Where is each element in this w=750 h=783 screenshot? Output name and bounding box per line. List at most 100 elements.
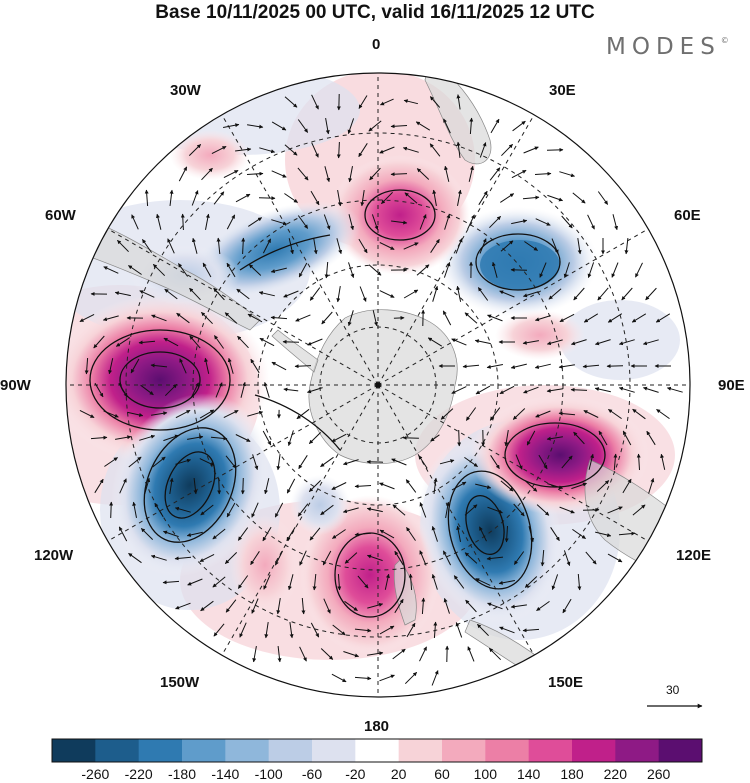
colorbar-swatch xyxy=(225,739,270,762)
wind-vector xyxy=(499,385,515,395)
wind-vector xyxy=(510,604,527,609)
wind-vector xyxy=(421,597,426,615)
wind-vector xyxy=(535,218,551,226)
colorbar-swatch xyxy=(52,739,96,762)
colorbar-swatch xyxy=(442,739,486,762)
wind-vector xyxy=(429,96,441,108)
wind-vector xyxy=(286,526,296,542)
wind-vector xyxy=(550,527,560,542)
wind-vector xyxy=(167,238,175,254)
wind-vector xyxy=(216,237,221,255)
wind-vector xyxy=(379,146,395,154)
wind-vector xyxy=(164,288,178,300)
wind-vector xyxy=(524,480,538,492)
wind-vector xyxy=(320,456,334,468)
wind-vector xyxy=(215,382,223,398)
wind-vector xyxy=(343,651,359,658)
wind-vector xyxy=(301,597,306,615)
wind-vector xyxy=(583,410,599,418)
wind-vector xyxy=(309,527,321,541)
wind-vector xyxy=(344,600,358,612)
wind-vector xyxy=(320,648,334,660)
wind-vector xyxy=(611,262,619,278)
colorbar-swatch xyxy=(572,739,616,762)
wind-vector xyxy=(358,95,368,109)
wind-vector xyxy=(475,385,491,395)
wind-vector xyxy=(199,409,215,419)
colorbar-swatch xyxy=(268,739,313,762)
wind-vector xyxy=(456,285,462,302)
wind-vector xyxy=(288,238,294,255)
wind-vector xyxy=(367,602,384,609)
wind-vector xyxy=(624,238,629,255)
wind-vector xyxy=(511,219,528,225)
wind-vector xyxy=(462,364,480,369)
wind-vector xyxy=(276,454,281,471)
wind-vector xyxy=(144,477,151,494)
wind-vector xyxy=(489,167,501,181)
wind-vector xyxy=(559,171,575,178)
wind-vector xyxy=(465,599,477,613)
wind-vector xyxy=(176,312,190,324)
wind-vector xyxy=(635,262,643,278)
wind-vector xyxy=(359,286,367,302)
wind-vector xyxy=(286,478,296,494)
colorbar-swatch xyxy=(615,739,660,762)
wind-vector xyxy=(392,504,406,516)
wind-vector xyxy=(93,335,105,349)
wind-vector xyxy=(212,576,226,588)
wind-vector xyxy=(432,285,439,302)
wind-vector xyxy=(558,364,575,369)
wind-vectors xyxy=(79,93,683,686)
wind-vector xyxy=(384,573,390,590)
wind-vector xyxy=(235,193,251,203)
wind-vector xyxy=(296,408,310,420)
wind-vector xyxy=(379,242,395,250)
wind-vector xyxy=(128,265,142,275)
wind-vector xyxy=(430,434,440,442)
wind-vector xyxy=(445,501,450,518)
wind-vector xyxy=(174,506,191,513)
wind-vector xyxy=(270,315,288,320)
wind-vector xyxy=(499,290,515,298)
wind-vector xyxy=(367,651,384,656)
wind-vector xyxy=(152,456,166,468)
wind-vector xyxy=(274,502,284,518)
wind-vector xyxy=(205,213,210,230)
wind-vector xyxy=(666,386,683,393)
wind-vector xyxy=(337,190,342,207)
wind-vector xyxy=(523,386,539,394)
wind-vector xyxy=(354,676,372,681)
wind-vector xyxy=(213,623,225,637)
lon-label-120e: 120E xyxy=(676,547,712,564)
colorbar-tick-label: -100 xyxy=(255,766,283,782)
wind-vector xyxy=(191,382,199,398)
wind-vector xyxy=(204,357,210,374)
wind-vector xyxy=(199,553,215,563)
wind-vector xyxy=(240,381,247,398)
wind-vector xyxy=(271,170,287,178)
wind-vector xyxy=(138,340,156,345)
wind-vector xyxy=(404,671,418,685)
wind-vector xyxy=(536,600,550,612)
wind-vector xyxy=(418,455,428,469)
wind-vector xyxy=(391,220,408,225)
wind-vector xyxy=(588,453,594,470)
wind-vector xyxy=(595,531,612,537)
wind-vector xyxy=(372,310,378,327)
wind-vector xyxy=(193,478,198,495)
wind-vector xyxy=(144,189,149,207)
brand-mark: © xyxy=(720,36,729,45)
wind-vector xyxy=(210,436,228,441)
wind-vector xyxy=(534,363,551,369)
wind-vector xyxy=(313,238,318,255)
wind-vector xyxy=(324,166,331,183)
wind-vector xyxy=(607,553,623,563)
wind-vector xyxy=(298,262,308,278)
colorbar-swatch xyxy=(95,739,140,762)
wind-vector xyxy=(561,215,573,229)
wind-vector xyxy=(390,172,408,177)
wind-vector xyxy=(618,531,636,536)
wind-vector xyxy=(477,287,489,301)
wind-vector xyxy=(468,165,474,182)
